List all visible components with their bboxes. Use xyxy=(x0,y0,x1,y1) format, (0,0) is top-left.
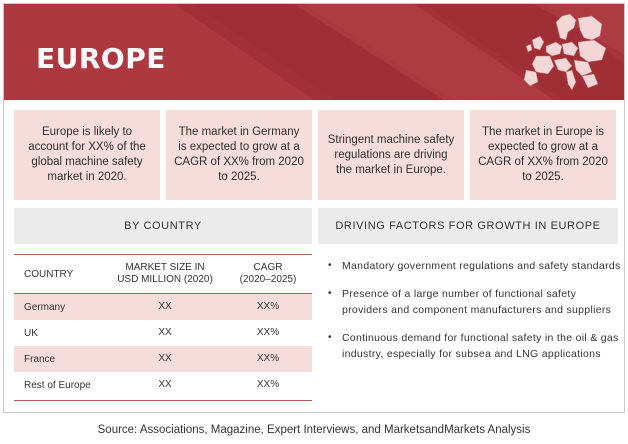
europe-map-icon xyxy=(523,13,607,91)
driving-factors-list: • Mandatory government regulations and s… xyxy=(326,258,622,374)
highlight-box-europe-share: Europe is likely to account for XX% of t… xyxy=(14,110,160,200)
column-header-country: COUNTRY xyxy=(24,268,74,280)
banner-title: EUROPE xyxy=(36,42,166,75)
market-size-cell: XX xyxy=(158,353,172,364)
highlight-box-regulations: Stringent machine safety regulations are… xyxy=(318,110,464,200)
cagr-cell: XX% xyxy=(256,353,280,364)
market-size-cell: XX xyxy=(158,301,172,312)
country-cell: UK xyxy=(24,327,38,339)
country-table: COUNTRY MARKET SIZE IN USD MILLION (2020… xyxy=(14,254,312,398)
market-size-cell: XX xyxy=(158,327,172,338)
table-row: France XX XX% xyxy=(14,346,312,372)
table-header-row: COUNTRY MARKET SIZE IN USD MILLION (2020… xyxy=(14,254,312,294)
list-item: • Continuous demand for functional safet… xyxy=(326,330,622,362)
title-banner: EUROPE xyxy=(4,4,624,100)
table-row: Germany XX XX% xyxy=(14,294,312,320)
cagr-cell: XX% xyxy=(256,301,280,312)
country-cell: France xyxy=(24,353,56,365)
column-header-cagr-line1: CAGR xyxy=(253,262,283,273)
highlight-box-europe-cagr: The market in Europe is expected to grow… xyxy=(470,110,616,200)
infographic-frame: EUROPE Europe is likely to account for X… xyxy=(3,3,625,413)
bullet-icon: • xyxy=(328,260,332,271)
column-header-cagr-line2: (2020–2025) xyxy=(239,274,297,285)
bullet-icon: • xyxy=(328,288,332,299)
column-header-cagr: CAGR (2020–2025) xyxy=(230,262,306,286)
bullet-icon: • xyxy=(328,332,332,343)
country-cell: Rest of Europe xyxy=(24,379,91,391)
highlight-box-germany-cagr: The market in Germany is expected to gro… xyxy=(166,110,312,200)
list-item: • Mandatory government regulations and s… xyxy=(326,258,622,274)
column-header-market-line1: MARKET SIZE IN xyxy=(125,262,205,273)
by-country-heading: BY COUNTRY xyxy=(14,208,312,244)
factor-text: Presence of a large number of functional… xyxy=(342,288,612,316)
driving-factors-heading: DRIVING FACTORS FOR GROWTH IN EUROPE xyxy=(318,208,618,244)
factor-text: Continuous demand for functional safety … xyxy=(342,332,619,360)
table-row: UK XX XX% xyxy=(14,320,312,346)
table-bottom-rule xyxy=(14,400,312,401)
cagr-cell: XX% xyxy=(256,327,280,338)
source-note: Source: Associations, Magazine, Expert I… xyxy=(97,424,531,436)
table-row: Rest of Europe XX XX% xyxy=(14,372,312,398)
factor-text: Mandatory government regulations and saf… xyxy=(342,260,621,272)
cagr-cell: XX% xyxy=(256,379,280,390)
highlight-boxes: Europe is likely to account for XX% of t… xyxy=(14,110,618,200)
column-header-market-size: MARKET SIZE IN USD MILLION (2020) xyxy=(106,262,224,286)
column-header-market-line2: USD MILLION (2020) xyxy=(117,274,213,285)
list-item: • Presence of a large number of function… xyxy=(326,286,622,318)
country-cell: Germany xyxy=(24,301,66,313)
market-size-cell: XX xyxy=(158,379,172,390)
